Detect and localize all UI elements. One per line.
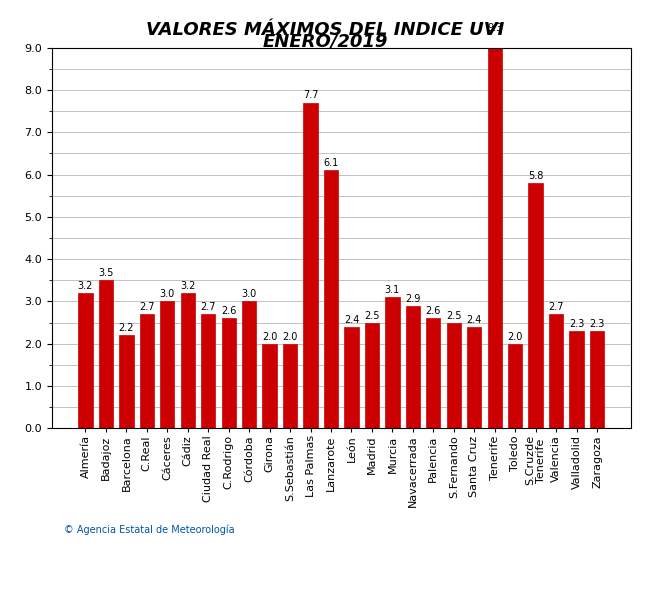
Text: 2.0: 2.0 (262, 331, 278, 342)
Bar (78, 293, 92, 428)
Bar (283, 344, 297, 428)
Bar (426, 318, 441, 428)
Text: 2.5: 2.5 (446, 311, 462, 321)
Text: 2.0: 2.0 (282, 331, 298, 342)
Bar (140, 314, 154, 428)
Bar (181, 293, 195, 428)
Bar (324, 170, 338, 428)
Bar (508, 344, 523, 428)
Text: 6.1: 6.1 (324, 158, 339, 168)
Text: 3.5: 3.5 (98, 268, 114, 278)
Text: 2.2: 2.2 (119, 323, 134, 333)
Bar (385, 298, 400, 428)
Text: 5.8: 5.8 (528, 171, 543, 181)
Bar (365, 322, 379, 428)
Text: 7.7: 7.7 (303, 90, 318, 101)
Bar (528, 183, 543, 428)
Bar (344, 327, 359, 428)
Bar (99, 280, 113, 428)
Bar (569, 331, 584, 428)
Bar (488, 35, 502, 428)
Text: 2.7: 2.7 (200, 302, 216, 312)
Text: 2.4: 2.4 (344, 315, 359, 325)
Text: © Agencia Estatal de Meteorología: © Agencia Estatal de Meteorología (64, 525, 234, 535)
Bar (447, 322, 461, 428)
Text: 9.3: 9.3 (487, 23, 502, 33)
Bar (406, 306, 420, 428)
Bar (222, 318, 236, 428)
Text: 2.0: 2.0 (508, 331, 523, 342)
Bar (242, 302, 256, 428)
Text: 3.1: 3.1 (385, 285, 400, 295)
Text: 3.2: 3.2 (180, 281, 196, 291)
Text: VALORES MÁXIMOS DEL INDICE UVI: VALORES MÁXIMOS DEL INDICE UVI (146, 21, 504, 39)
Text: 2.4: 2.4 (467, 315, 482, 325)
Text: 2.6: 2.6 (221, 306, 237, 317)
Bar (119, 336, 133, 428)
Text: 3.0: 3.0 (160, 289, 175, 299)
Text: 2.7: 2.7 (549, 302, 564, 312)
Text: ENERO/2019: ENERO/2019 (263, 33, 387, 51)
Text: 2.7: 2.7 (139, 302, 155, 312)
Bar (304, 102, 318, 428)
Text: 3.0: 3.0 (242, 289, 257, 299)
Bar (263, 344, 277, 428)
Bar (590, 331, 605, 428)
Text: 2.6: 2.6 (426, 306, 441, 317)
Bar (467, 327, 482, 428)
Bar (201, 314, 215, 428)
Text: 2.3: 2.3 (590, 319, 605, 329)
Text: 2.9: 2.9 (405, 293, 421, 303)
Text: 2.5: 2.5 (364, 311, 380, 321)
Text: 3.2: 3.2 (78, 281, 93, 291)
Text: 2.3: 2.3 (569, 319, 584, 329)
Bar (160, 302, 174, 428)
Bar (549, 314, 564, 428)
